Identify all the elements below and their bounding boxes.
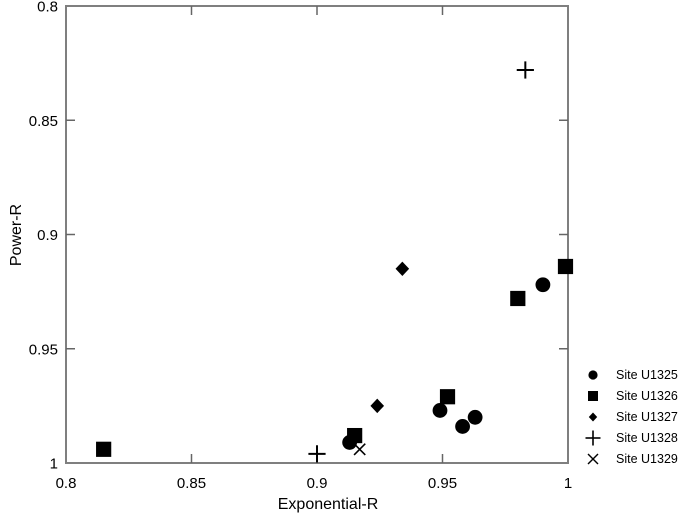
legend-label: Site U1327: [616, 409, 678, 424]
data-point: [370, 398, 385, 414]
plus-marker-icon: [585, 430, 601, 445]
data-point: [510, 290, 526, 307]
diamond-marker-icon: [588, 412, 598, 421]
plus-marker-glyph: [585, 430, 601, 445]
data-point: [308, 445, 326, 463]
legend-label: Site U1329: [616, 451, 678, 466]
y-tick-label: 0.9: [37, 227, 58, 244]
data-point: [96, 441, 112, 457]
circle-marker-icon: [588, 369, 598, 380]
data-point: [516, 61, 534, 79]
legend-label: Site U1325: [616, 367, 678, 382]
x-tick-label: 0.85: [177, 475, 206, 492]
y-tick-label: 1: [50, 456, 58, 473]
y-tick-label: 0.8: [37, 0, 58, 16]
data-point: [557, 258, 574, 275]
data-point: [353, 443, 366, 456]
x-marker-glyph: [587, 453, 599, 464]
legend-item: Site U1326: [582, 385, 678, 406]
x-tick-label: 0.9: [307, 475, 328, 492]
legend-item: Site U1328: [582, 427, 678, 448]
y-tick-label: 0.85: [29, 113, 58, 130]
legend: Site U1325 Site U1326 Site U1327 Site U1328…: [582, 364, 678, 469]
legend-item: Site U1329: [582, 448, 678, 469]
y-axis-title: Power-R: [8, 203, 25, 267]
legend-item: Site U1327: [582, 406, 678, 427]
x-tick-label: 0.8: [56, 475, 77, 492]
axis-box: [65, 5, 569, 464]
x-axis-title: Exponential-R: [277, 496, 379, 513]
data-point: [432, 403, 448, 418]
data-point: [455, 419, 470, 434]
square-marker-icon: [588, 390, 598, 401]
legend-label: Site U1326: [616, 388, 678, 403]
legend-item: Site U1325: [582, 364, 678, 385]
circle-marker-glyph: [588, 369, 598, 380]
diamond-marker-glyph: [588, 412, 598, 421]
data-point: [439, 389, 456, 405]
data-point: [395, 261, 410, 276]
data-point: [347, 427, 363, 444]
y-tick-label: 0.95: [29, 341, 58, 358]
square-marker-glyph: [588, 390, 598, 401]
x-tick-label: 0.95: [428, 475, 457, 492]
legend-label: Site U1328: [616, 430, 678, 445]
data-point: [467, 409, 483, 425]
x-tick-label: 1: [564, 475, 572, 492]
data-point: [535, 277, 551, 293]
x-marker-icon: [587, 453, 599, 464]
